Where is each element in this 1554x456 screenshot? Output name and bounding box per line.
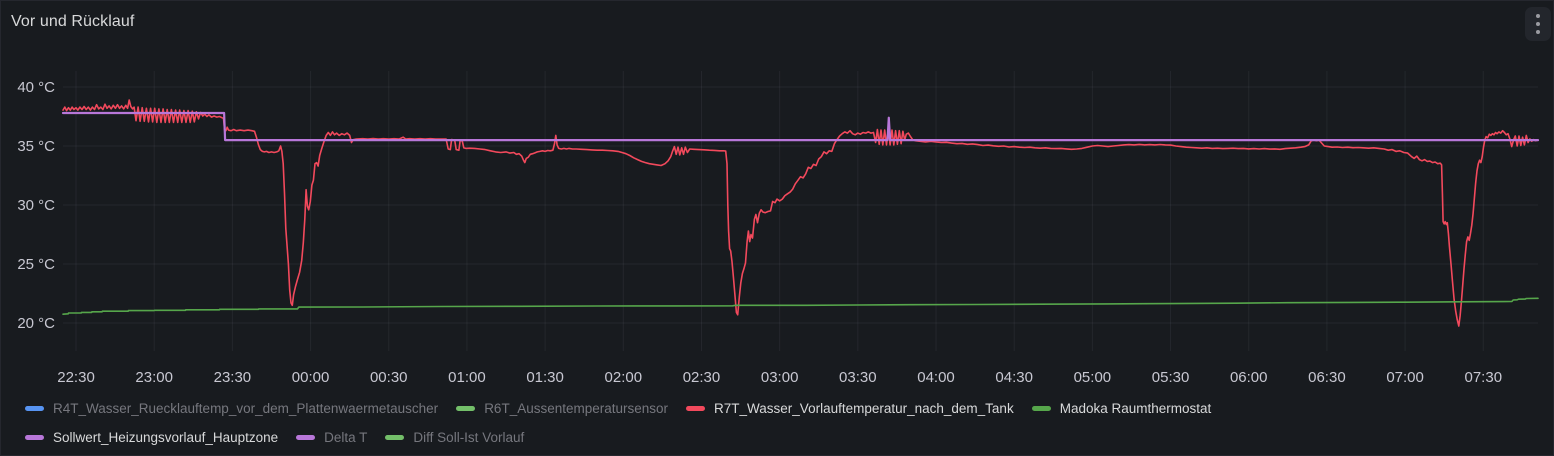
legend-item-label: Delta T bbox=[324, 430, 368, 445]
legend-color-dash-icon bbox=[456, 406, 476, 411]
legend-item-label: Diff Soll-Ist Vorlauf bbox=[413, 430, 525, 445]
x-axis-tick-label: 03:30 bbox=[839, 369, 877, 386]
y-axis-tick-label: 25 °C bbox=[17, 256, 55, 273]
y-axis-tick-label: 40 °C bbox=[17, 79, 55, 96]
x-axis-tick-label: 23:30 bbox=[214, 369, 252, 386]
legend-item-sollwert-heizungsvorlauf-hauptzone[interactable]: Sollwert_Heizungsvorlauf_Hauptzone bbox=[25, 430, 278, 445]
x-axis-tick-label: 22:30 bbox=[57, 369, 95, 386]
x-axis-tick-label: 23:00 bbox=[135, 369, 173, 386]
legend-color-dash-icon bbox=[25, 406, 44, 411]
x-axis-tick-label: 07:30 bbox=[1465, 369, 1503, 386]
x-axis-tick-label: 04:30 bbox=[995, 369, 1033, 386]
x-axis-tick-label: 05:00 bbox=[1074, 369, 1112, 386]
x-axis-tick-label: 01:30 bbox=[526, 369, 564, 386]
legend-row: R4T_Wasser_Ruecklauftemp_vor_dem_Platten… bbox=[25, 394, 1543, 423]
x-axis-tick-label: 06:30 bbox=[1308, 369, 1346, 386]
legend-item-r7t-wasser-vorlauftemperatur-nach-dem-tank[interactable]: R7T_Wasser_Vorlauftemperatur_nach_dem_Ta… bbox=[686, 401, 1014, 416]
x-axis-tick-label: 00:30 bbox=[370, 369, 408, 386]
x-axis-tick-label: 05:30 bbox=[1152, 369, 1190, 386]
legend-item-r6t-aussentemperatursensor[interactable]: R6T_Aussentemperatursensor bbox=[456, 401, 668, 416]
legend-item-diff-soll-ist-vorlauf[interactable]: Diff Soll-Ist Vorlauf bbox=[385, 430, 524, 445]
panel-header: Vor und Rücklauf bbox=[1, 1, 1553, 43]
x-axis-tick-label: 02:00 bbox=[605, 369, 643, 386]
legend-item-r4t-wasser-ruecklauftemp-vor-dem-plattenwaermetauscher[interactable]: R4T_Wasser_Ruecklauftemp_vor_dem_Platten… bbox=[25, 401, 438, 416]
x-axis-tick-label: 01:00 bbox=[448, 369, 486, 386]
legend-item-label: R7T_Wasser_Vorlauftemperatur_nach_dem_Ta… bbox=[714, 401, 1014, 416]
x-axis-tick-label: 06:00 bbox=[1230, 369, 1268, 386]
x-axis-tick-label: 00:00 bbox=[292, 369, 330, 386]
y-axis-tick-label: 30 °C bbox=[17, 197, 55, 214]
panel-title: Vor und Rücklauf bbox=[11, 13, 135, 30]
y-axis-tick-label: 35 °C bbox=[17, 138, 55, 155]
series-line-sollwert-heizungsvorlauf-hauptzone bbox=[61, 111, 1540, 142]
legend-item-madoka-raumthermostat[interactable]: Madoka Raumthermostat bbox=[1031, 401, 1212, 416]
series-line-madoka-raumthermostat bbox=[62, 297, 1539, 315]
series-line-r7t-wasser-vorlauftemperatur-nach-dem-tank bbox=[62, 99, 1539, 327]
legend-color-dash-icon bbox=[25, 435, 44, 440]
legend-item-label: Madoka Raumthermostat bbox=[1059, 401, 1212, 416]
x-axis-tick-label: 04:00 bbox=[917, 369, 955, 386]
legend-item-label: Sollwert_Heizungsvorlauf_Hauptzone bbox=[53, 430, 279, 445]
legend-color-dash-icon bbox=[385, 435, 405, 440]
panel-menu-button[interactable] bbox=[1525, 7, 1551, 41]
legend-item-delta-t[interactable]: Delta T bbox=[296, 430, 367, 445]
legend-color-dash-icon bbox=[686, 406, 706, 411]
kebab-menu-icon bbox=[1536, 30, 1540, 34]
legend-color-dash-icon bbox=[296, 435, 316, 440]
chart-legend: R4T_Wasser_Ruecklauftemp_vor_dem_Platten… bbox=[25, 394, 1543, 452]
y-axis-tick-label: 20 °C bbox=[17, 315, 55, 332]
kebab-menu-icon bbox=[1536, 14, 1540, 18]
legend-item-label: R6T_Aussentemperatursensor bbox=[484, 401, 669, 416]
legend-item-label: R4T_Wasser_Ruecklauftemp_vor_dem_Platten… bbox=[53, 401, 439, 416]
legend-row: Sollwert_Heizungsvorlauf_Hauptzone Delta … bbox=[25, 423, 1543, 452]
legend-color-dash-icon bbox=[1031, 406, 1051, 411]
x-axis-tick-label: 07:00 bbox=[1386, 369, 1424, 386]
x-axis-tick-label: 02:30 bbox=[683, 369, 721, 386]
kebab-menu-icon bbox=[1536, 22, 1540, 26]
x-axis-tick-label: 03:00 bbox=[761, 369, 799, 386]
